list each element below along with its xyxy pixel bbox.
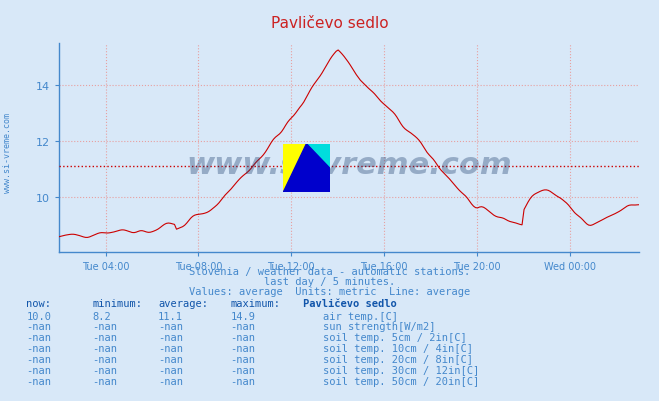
Text: -nan: -nan <box>158 343 183 353</box>
Text: -nan: -nan <box>92 354 117 364</box>
Text: -nan: -nan <box>26 354 51 364</box>
Text: soil temp. 10cm / 4in[C]: soil temp. 10cm / 4in[C] <box>323 343 473 353</box>
Text: -nan: -nan <box>92 376 117 386</box>
Text: soil temp. 50cm / 20in[C]: soil temp. 50cm / 20in[C] <box>323 376 479 386</box>
Text: -nan: -nan <box>92 365 117 375</box>
Text: 10.0: 10.0 <box>26 311 51 321</box>
Text: sun strength[W/m2]: sun strength[W/m2] <box>323 322 436 332</box>
Text: -nan: -nan <box>26 343 51 353</box>
Text: -nan: -nan <box>158 376 183 386</box>
Text: now:: now: <box>26 299 51 309</box>
Text: -nan: -nan <box>26 365 51 375</box>
Text: -nan: -nan <box>92 332 117 342</box>
Text: 11.1: 11.1 <box>158 311 183 321</box>
Text: www.si-vreme.com: www.si-vreme.com <box>3 112 13 192</box>
Text: soil temp. 30cm / 12in[C]: soil temp. 30cm / 12in[C] <box>323 365 479 375</box>
Text: -nan: -nan <box>26 376 51 386</box>
Text: -nan: -nan <box>92 343 117 353</box>
Text: -nan: -nan <box>92 322 117 332</box>
Text: -nan: -nan <box>231 354 256 364</box>
Text: -nan: -nan <box>158 354 183 364</box>
Text: soil temp. 20cm / 8in[C]: soil temp. 20cm / 8in[C] <box>323 354 473 364</box>
Text: average:: average: <box>158 299 208 309</box>
Text: Pavličevo sedlo: Pavličevo sedlo <box>303 299 397 309</box>
Text: -nan: -nan <box>231 322 256 332</box>
Text: -nan: -nan <box>26 332 51 342</box>
Text: maximum:: maximum: <box>231 299 281 309</box>
Text: -nan: -nan <box>158 332 183 342</box>
Text: minimum:: minimum: <box>92 299 142 309</box>
Text: www.si-vreme.com: www.si-vreme.com <box>186 151 512 180</box>
Text: Slovenia / weather data - automatic stations.: Slovenia / weather data - automatic stat… <box>189 267 470 277</box>
Polygon shape <box>283 144 330 192</box>
Text: -nan: -nan <box>231 343 256 353</box>
Text: -nan: -nan <box>231 332 256 342</box>
Text: 8.2: 8.2 <box>92 311 111 321</box>
Text: -nan: -nan <box>231 376 256 386</box>
Text: -nan: -nan <box>26 322 51 332</box>
Polygon shape <box>306 144 330 168</box>
Text: last day / 5 minutes.: last day / 5 minutes. <box>264 277 395 287</box>
Polygon shape <box>283 144 306 192</box>
Text: Pavličevo sedlo: Pavličevo sedlo <box>271 16 388 31</box>
Text: -nan: -nan <box>231 365 256 375</box>
Text: air temp.[C]: air temp.[C] <box>323 311 398 321</box>
Text: 14.9: 14.9 <box>231 311 256 321</box>
Text: Values: average  Units: metric  Line: average: Values: average Units: metric Line: aver… <box>189 287 470 297</box>
Text: soil temp. 5cm / 2in[C]: soil temp. 5cm / 2in[C] <box>323 332 467 342</box>
Text: -nan: -nan <box>158 365 183 375</box>
Text: -nan: -nan <box>158 322 183 332</box>
